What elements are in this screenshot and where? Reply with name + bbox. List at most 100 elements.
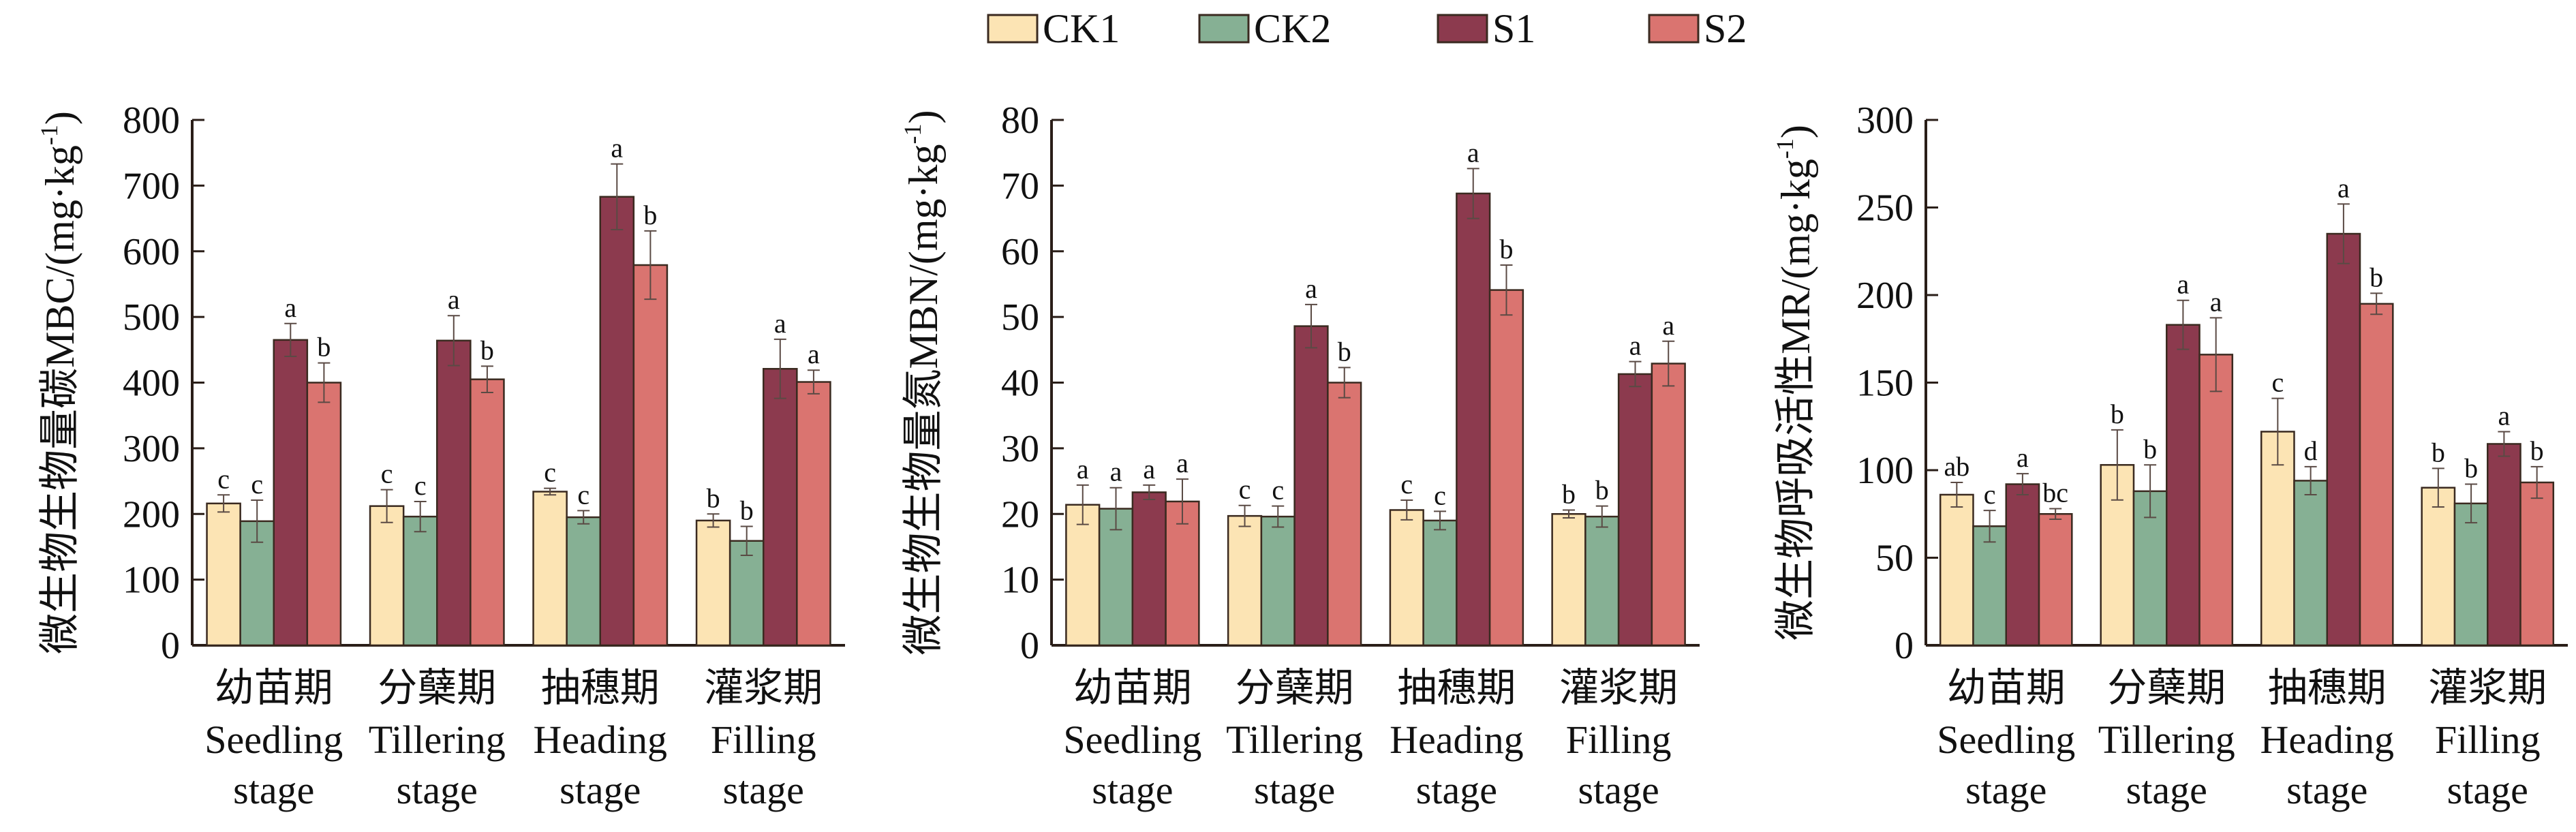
y-tick-label: 600 (123, 231, 180, 273)
bar-s1 (2487, 443, 2521, 647)
bar-ck1 (1065, 504, 1101, 647)
bar-s1 (2166, 324, 2201, 647)
significance-letter: b (2464, 453, 2478, 484)
y-axis-label-superscript: -1 (1771, 138, 1798, 159)
bar-s2 (2038, 513, 2073, 647)
significance-letter: a (808, 339, 820, 369)
x-category-cn: 灌浆期 (1559, 666, 1678, 710)
bar-ck1 (532, 491, 568, 647)
significance-letter: a (1110, 457, 1122, 487)
significance-letter: a (611, 133, 623, 164)
significance-letter: a (2337, 172, 2350, 203)
y-tick-label: 0 (161, 625, 180, 667)
bar-ck2 (1422, 519, 1458, 647)
bar-ck2 (566, 516, 602, 647)
y-axis-label: 微生物呼吸活性MR/(mg·kg-1) (1771, 125, 1818, 641)
y-tick-label: 200 (1856, 275, 1914, 317)
significance-letter: b (1562, 478, 1576, 509)
x-category-cn: 灌浆期 (704, 666, 823, 710)
y-axis-label-close: ) (1773, 125, 1818, 138)
significance-letter: c (2271, 367, 2284, 398)
bar-s1 (1456, 192, 1491, 647)
category-group: bb aa (2100, 269, 2234, 647)
y-axis-label-close: ) (37, 111, 82, 125)
x-category-cn: 分蘖期 (378, 666, 496, 710)
bar-s1 (2005, 483, 2040, 647)
x-category-cn: 分蘖期 (1236, 666, 1354, 710)
bar-ck1 (369, 505, 405, 647)
significance-letter: a (2498, 400, 2511, 431)
legend-item-s2: S2 (1648, 6, 1747, 51)
y-tick-label: 300 (123, 428, 180, 470)
x-category-cn: 幼苗期 (1073, 666, 1192, 710)
legend-item-s1: S1 (1437, 6, 1535, 51)
bar-ck2 (1260, 515, 1295, 647)
bar-s2 (470, 378, 505, 647)
bar-ck1 (206, 502, 241, 647)
chart-3: 050100150200250300微生物呼吸活性MR/(mg·kg-1)abc… (1771, 99, 2568, 812)
x-category-cn: 幼苗期 (1947, 666, 2066, 710)
bar-s2 (1651, 363, 1686, 647)
bar-ck2 (729, 540, 765, 647)
y-tick-label: 100 (1856, 450, 1914, 492)
bar-s2 (306, 382, 342, 647)
x-category-en-stage: stage (2286, 768, 2367, 812)
y-tick-label: 10 (1001, 559, 1039, 602)
significance-letter: b (2111, 399, 2124, 429)
significance-letter: c (1272, 475, 1284, 506)
x-category-cn: 抽穗期 (1397, 666, 1516, 710)
bar-s1 (2326, 232, 2361, 647)
bar-s2 (1488, 289, 1524, 647)
bar-s1 (1131, 491, 1167, 647)
legend-label: CK1 (1043, 6, 1120, 51)
significance-letter: b (643, 200, 657, 230)
x-category-en: Seedling (1063, 718, 1201, 762)
significance-letter: c (577, 479, 589, 510)
category-group: c d a b (2260, 172, 2394, 647)
bar-s1 (763, 368, 798, 647)
x-category-en-stage: stage (1254, 768, 1335, 812)
significance-letter: a (1305, 273, 1317, 304)
significance-letter: a (2210, 286, 2222, 317)
charts: 0100200300400500600700800微生物生物量碳MBC/(mg·… (35, 99, 2568, 812)
significance-letter: c (414, 470, 427, 501)
y-axis-label: 微生物生物量氮MBN/(mg·kg-1) (899, 110, 946, 656)
bar-ck2 (2453, 502, 2489, 647)
y-tick-label: 20 (1001, 493, 1039, 536)
bar-ck2 (2293, 480, 2328, 647)
x-category-en-stage: stage (233, 768, 314, 812)
y-axis-label-close: ) (901, 110, 946, 124)
bar-s2 (1165, 500, 1200, 647)
x-category-en-stage: stage (1416, 768, 1497, 812)
significance-letter: c (217, 463, 230, 494)
bar-s1 (599, 196, 635, 647)
y-tick-label: 0 (1895, 625, 1914, 667)
significance-letter: b (480, 335, 494, 365)
x-category-en-stage: stage (2447, 768, 2528, 812)
x-category-en: Heading (1390, 718, 1524, 762)
bar-s1 (1617, 373, 1653, 647)
bar-s2 (632, 264, 669, 647)
significance-letter: b (2432, 437, 2445, 467)
significance-letter: d (2304, 435, 2318, 466)
significance-letter: a (2017, 442, 2029, 473)
bar-ck1 (1939, 493, 1974, 647)
significance-letter: a (1629, 330, 1642, 361)
significance-letter: a (448, 284, 460, 315)
x-category-en-stage: stage (1092, 768, 1173, 812)
significance-letter: a (1143, 454, 1155, 484)
y-tick-label: 400 (123, 363, 180, 405)
y-axis-label-main: 微生物生物量氮MBN/(mg·kg (901, 144, 946, 655)
significance-letter: c (1239, 474, 1251, 505)
x-category-en: Tillering (2098, 718, 2235, 762)
x-category-en-stage: stage (1965, 768, 2046, 812)
y-tick-label: 40 (1001, 363, 1039, 405)
significance-letter: c (1434, 480, 1446, 510)
